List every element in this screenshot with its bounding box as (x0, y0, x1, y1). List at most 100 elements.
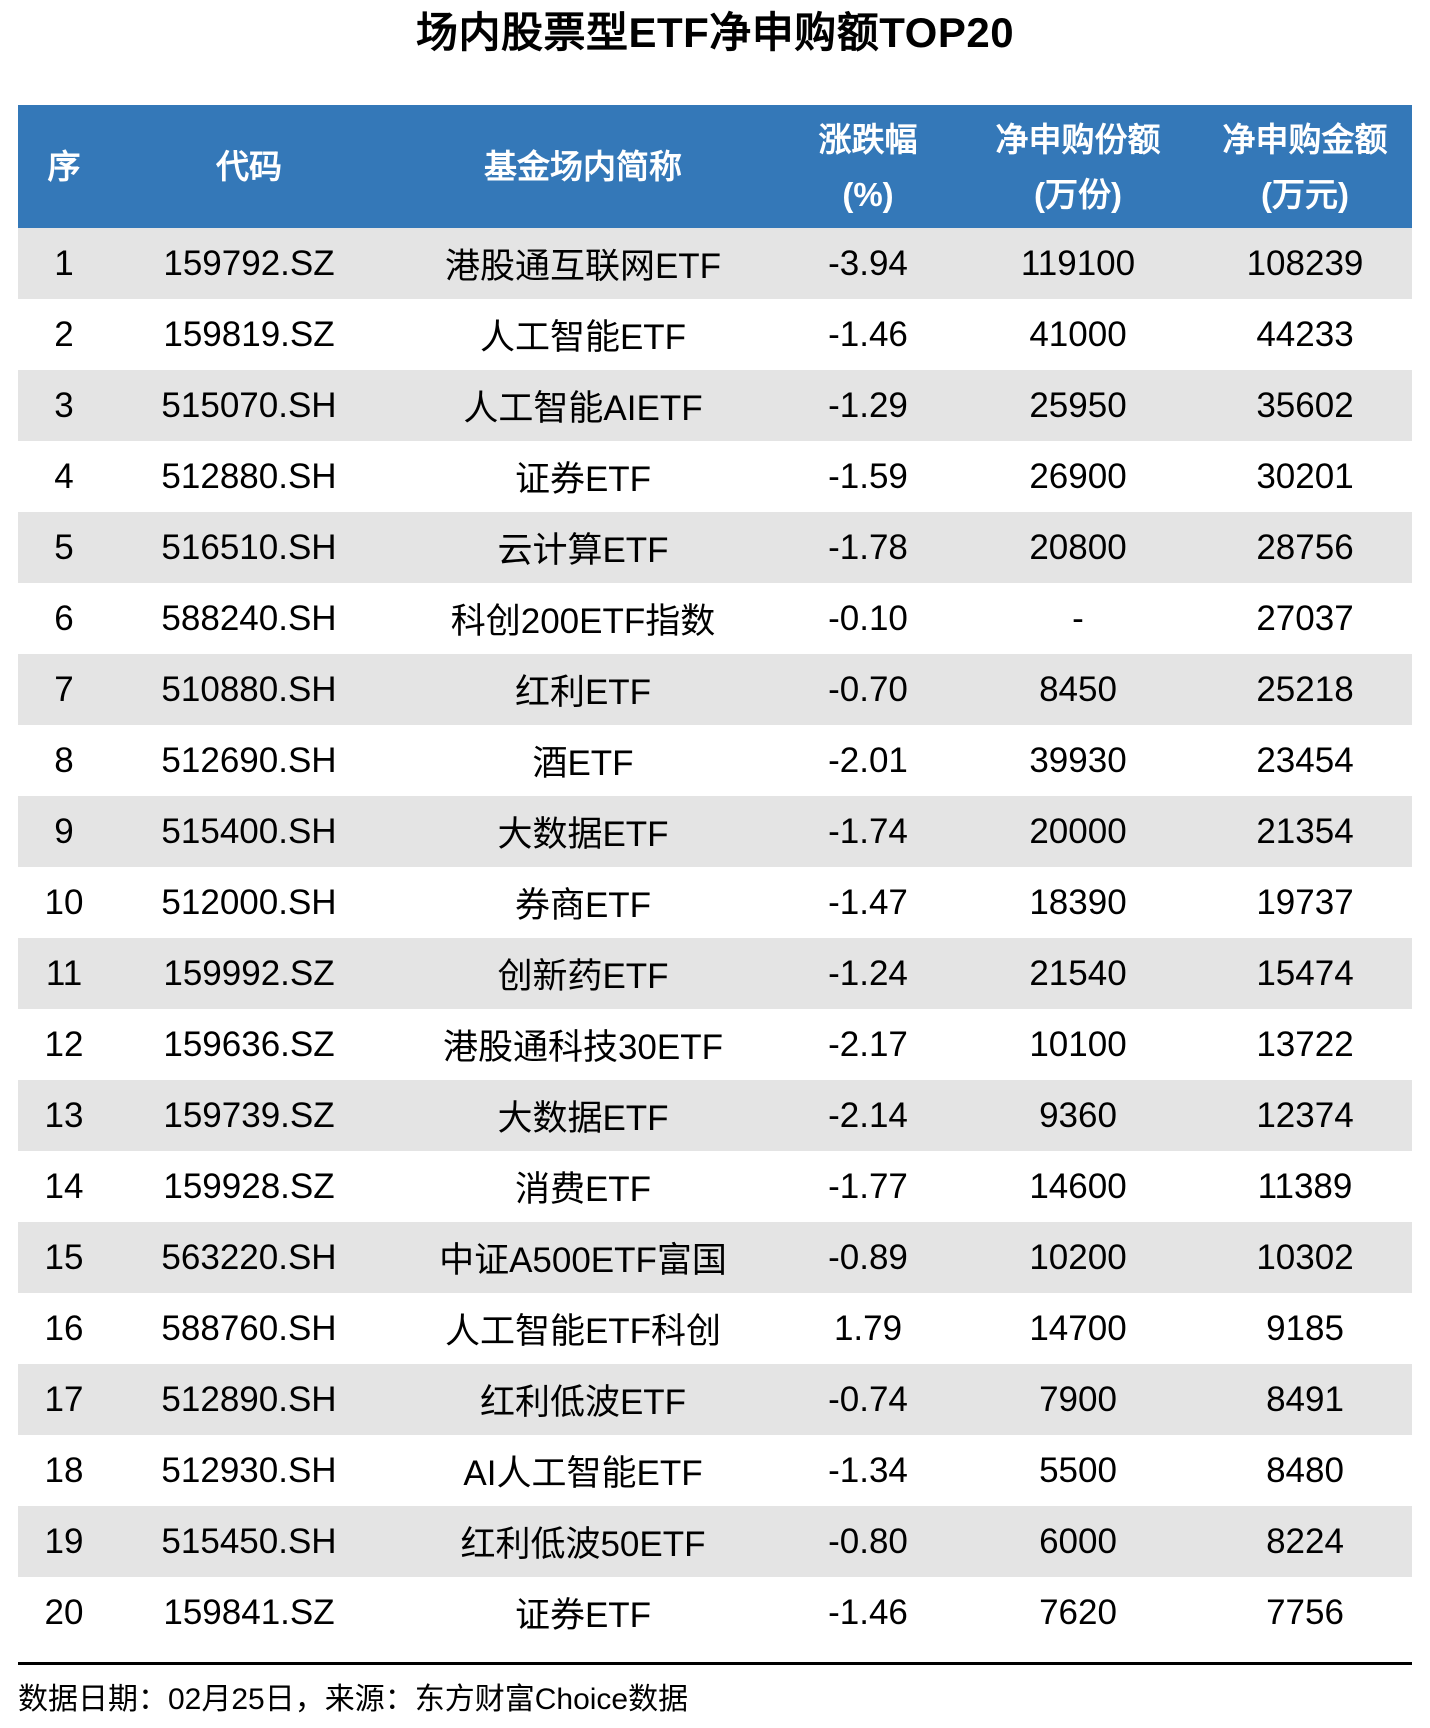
header-cell-label: 代码 (216, 148, 282, 185)
header-cell-label: 净申购份额 (995, 120, 1161, 158)
cell-rank: 1 (54, 243, 74, 283)
table-row: 9 515400.SH 大数据ETF -1.74 20000 21354 (18, 796, 1412, 867)
cell-name: 证券ETF (514, 460, 652, 499)
cell-change: -1.74 (828, 811, 908, 851)
table-row: 12 159636.SZ 港股通科技30ETF -2.17 10100 13722 (18, 1009, 1412, 1080)
cell-rank: 20 (44, 1592, 84, 1632)
cell-name: 人工智能ETF (479, 318, 687, 357)
cell-amount: 21354 (1256, 811, 1354, 851)
cell-code: 159636.SZ (163, 1024, 335, 1064)
table-row: 6 588240.SH 科创200ETF指数 -0.10 - 27037 (18, 583, 1412, 654)
cell-code: 159739.SZ (163, 1095, 335, 1135)
cell-amount: 7756 (1266, 1592, 1344, 1632)
cell-change: -1.77 (828, 1166, 908, 1206)
cell-name: 红利ETF (514, 673, 652, 712)
cell-name: 券商ETF (514, 886, 652, 925)
cell-rank: 9 (54, 811, 74, 851)
cell-amount: 25218 (1256, 669, 1354, 709)
cell-rank: 6 (54, 598, 74, 638)
table-row: 20 159841.SZ 证券ETF -1.46 7620 7756 (18, 1577, 1412, 1648)
divider-line (18, 1662, 1412, 1665)
cell-amount: 15474 (1256, 953, 1354, 993)
page-title: 场内股票型ETF净申购额TOP20 (415, 9, 1015, 56)
header-cell-code: 代码 (110, 105, 388, 228)
cell-name: 红利低波50ETF (460, 1525, 706, 1564)
cell-shares: - (1072, 598, 1084, 638)
cell-rank: 16 (44, 1308, 84, 1348)
cell-code: 512880.SH (161, 456, 337, 496)
cell-code: 515070.SH (161, 385, 337, 425)
cell-change: -0.70 (828, 669, 908, 709)
cell-shares: 41000 (1029, 314, 1127, 354)
header-cell-label: 净申购金额 (1222, 120, 1388, 158)
cell-rank: 17 (44, 1379, 84, 1419)
cell-name: AI人工智能ETF (463, 1454, 703, 1493)
cell-shares: 7900 (1039, 1379, 1117, 1419)
cell-code: 512690.SH (161, 740, 337, 780)
cell-amount: 8224 (1266, 1521, 1344, 1561)
table-row: 5 516510.SH 云计算ETF -1.78 20800 28756 (18, 512, 1412, 583)
cell-change: -0.80 (828, 1521, 908, 1561)
cell-amount: 30201 (1256, 456, 1354, 496)
cell-name: 证券ETF (514, 1596, 652, 1635)
cell-name: 酒ETF (532, 744, 634, 783)
cell-name: 大数据ETF (497, 1099, 669, 1138)
cell-name: 消费ETF (514, 1170, 652, 1209)
header-cell-label: (万份) (1034, 175, 1122, 213)
cell-code: 512000.SH (161, 882, 337, 922)
header-cell-label: 涨跌幅 (818, 120, 918, 158)
cell-change: -2.01 (828, 740, 908, 780)
header-cell-name: 基金场内简称 (388, 105, 778, 228)
header-cell-label: 序 (47, 148, 81, 185)
cell-shares: 6000 (1039, 1521, 1117, 1561)
table-row: 18 512930.SH AI人工智能ETF -1.34 5500 8480 (18, 1435, 1412, 1506)
cell-rank: 18 (44, 1450, 84, 1490)
cell-rank: 13 (44, 1095, 84, 1135)
cell-rank: 3 (54, 385, 74, 425)
cell-change: -0.89 (828, 1237, 908, 1277)
cell-amount: 27037 (1256, 598, 1354, 638)
cell-amount: 19737 (1256, 882, 1354, 922)
cell-code: 159928.SZ (163, 1166, 335, 1206)
cell-change: -0.10 (828, 598, 908, 638)
header-cell-amount: 净申购金额 (万元) (1198, 105, 1412, 228)
cell-code: 159792.SZ (163, 243, 335, 283)
cell-change: -1.78 (828, 527, 908, 567)
cell-code: 510880.SH (161, 669, 337, 709)
table-row: 19 515450.SH 红利低波50ETF -0.80 6000 8224 (18, 1506, 1412, 1577)
cell-shares: 20800 (1029, 527, 1127, 567)
cell-shares: 14600 (1029, 1166, 1127, 1206)
cell-amount: 23454 (1256, 740, 1354, 780)
cell-amount: 10302 (1256, 1237, 1354, 1277)
cell-change: 1.79 (833, 1308, 903, 1348)
cell-rank: 10 (44, 882, 84, 922)
cell-change: -1.46 (828, 1592, 908, 1632)
cell-amount: 11389 (1257, 1166, 1353, 1206)
cell-shares: 10100 (1029, 1024, 1127, 1064)
cell-amount: 12374 (1256, 1095, 1354, 1135)
table-body: 1 159792.SZ 港股通互联网ETF -3.94 119100 108239 2 159… (18, 228, 1412, 1648)
cell-shares: 7620 (1039, 1592, 1117, 1632)
table-row: 14 159928.SZ 消费ETF -1.77 14600 11389 (18, 1151, 1412, 1222)
cell-name: 大数据ETF (497, 815, 669, 854)
cell-shares: 39930 (1029, 740, 1127, 780)
cell-rank: 15 (44, 1237, 84, 1277)
cell-code: 588240.SH (161, 598, 337, 638)
cell-code: 515450.SH (161, 1521, 337, 1561)
table-row: 17 512890.SH 红利低波ETF -0.74 7900 8491 (18, 1364, 1412, 1435)
table-row: 15 563220.SH 中证A500ETF富国 -0.89 10200 10302 (18, 1222, 1412, 1293)
header-cell-label: 基金场内简称 (484, 148, 682, 185)
cell-amount: 13722 (1256, 1024, 1354, 1064)
table-row: 8 512690.SH 酒ETF -2.01 39930 23454 (18, 725, 1412, 796)
header-cell-rank: 序 (18, 105, 110, 228)
header-cell-shares: 净申购份额 (万份) (958, 105, 1198, 228)
table-row: 11 159992.SZ 创新药ETF -1.24 21540 15474 (18, 938, 1412, 1009)
table-row: 3 515070.SH 人工智能AIETF -1.29 25950 35602 (18, 370, 1412, 441)
cell-change: -3.94 (828, 243, 908, 283)
cell-shares: 25950 (1029, 385, 1127, 425)
cell-rank: 12 (44, 1024, 84, 1064)
cell-code: 515400.SH (161, 811, 337, 851)
table-row: 4 512880.SH 证券ETF -1.59 26900 30201 (18, 441, 1412, 512)
table-row: 10 512000.SH 券商ETF -1.47 18390 19737 (18, 867, 1412, 938)
cell-shares: 119100 (1020, 243, 1136, 283)
